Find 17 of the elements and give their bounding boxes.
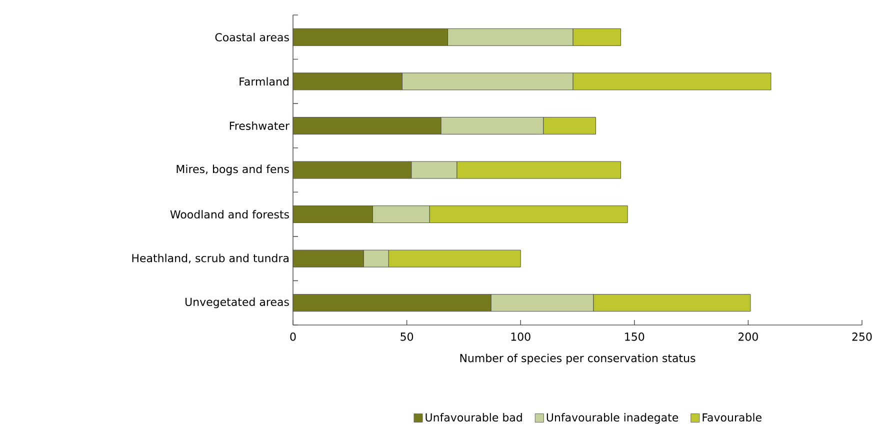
x-tick-label: 0 <box>290 332 296 341</box>
x-tick-label: 50 <box>400 332 414 341</box>
y-tick-label: Freshwater <box>230 121 290 130</box>
x-tick-label: 200 <box>738 332 758 341</box>
y-tick-label: Coastal areas <box>215 32 289 42</box>
legend-label: Unfavourable bad <box>426 413 522 422</box>
y-tick-label: Woodland and forests <box>170 210 289 219</box>
y-tick-label: Mires, bogs and fens <box>176 164 289 176</box>
legend-label: Unfavourable inadegate <box>546 413 678 424</box>
x-tick-label: 150 <box>625 332 644 341</box>
x-tick-label: 100 <box>511 332 530 341</box>
y-tick-label: Heathland, scrub and tundra <box>132 254 288 264</box>
y-tick-label: Unvegetated areas <box>186 298 289 308</box>
x-axis-title: Number of species per conservation status <box>460 354 696 364</box>
y-tick-label: Farmland <box>240 77 288 86</box>
x-tick-label: 250 <box>852 332 872 341</box>
legend-label: Favourable <box>702 413 762 422</box>
